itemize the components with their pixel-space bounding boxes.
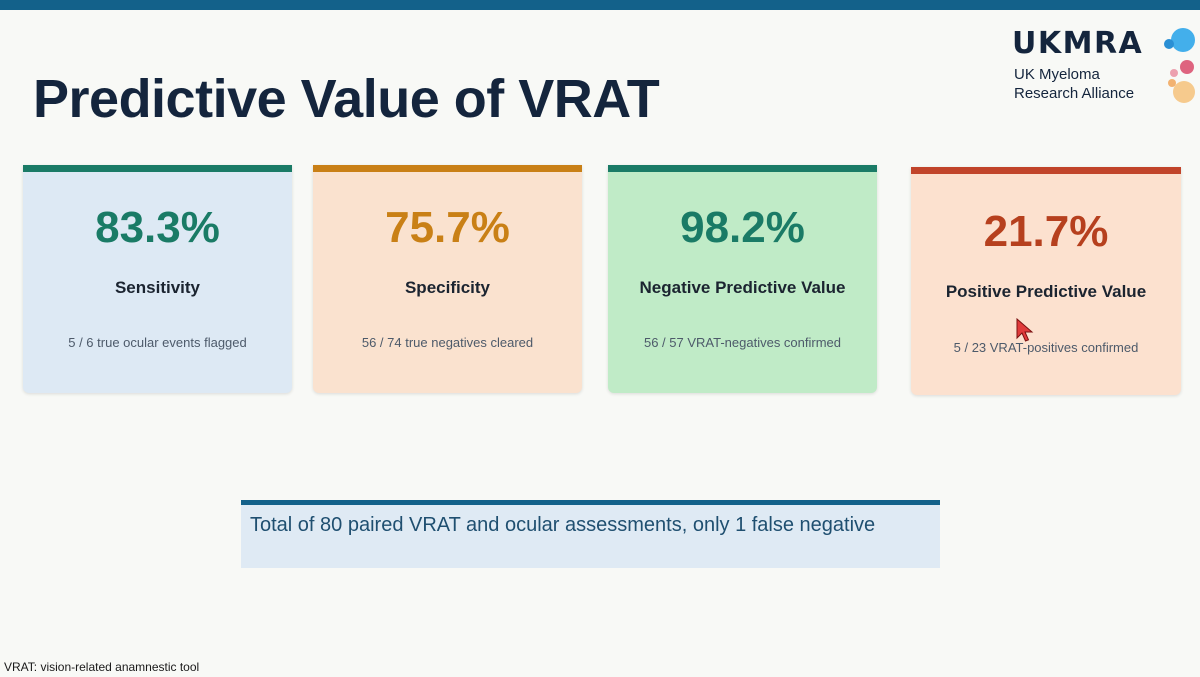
sensitivity-detail: 5 / 6 true ocular events flagged (68, 335, 247, 350)
npv-card: 98.2% Negative Predictive Value 56 / 57 … (608, 165, 877, 393)
card-accent-bar (911, 167, 1181, 174)
card-accent-bar (23, 165, 292, 172)
ppv-card: 21.7% Positive Predictive Value 5 / 23 V… (911, 167, 1181, 395)
specificity-value: 75.7% (385, 203, 510, 252)
ppv-label: Positive Predictive Value (945, 282, 1147, 301)
npv-value: 98.2% (680, 203, 805, 252)
specificity-label: Specificity (404, 278, 491, 297)
logo-line-1: UK Myeloma (1014, 66, 1100, 83)
ukmra-logo: UKMRA UK Myeloma Research Alliance (1010, 26, 1195, 110)
ppv-detail: 5 / 23 VRAT-positives confirmed (953, 340, 1139, 355)
top-accent-bar (0, 0, 1200, 10)
summary-box: Total of 80 paired VRAT and ocular asses… (241, 500, 940, 568)
logo-wordmark: UKMRA (1012, 26, 1144, 61)
summary-text: Total of 80 paired VRAT and ocular asses… (250, 514, 876, 536)
npv-label: Negative Predictive Value (639, 278, 846, 297)
sensitivity-label: Sensitivity (114, 278, 201, 297)
card-accent-bar (313, 165, 582, 172)
npv-detail: 56 / 57 VRAT-negatives confirmed (643, 335, 842, 350)
footnote: VRAT: vision-related anamnestic tool (4, 660, 200, 674)
mouse-cursor-icon (1016, 318, 1034, 342)
sensitivity-card: 83.3% Sensitivity 5 / 6 true ocular even… (23, 165, 292, 393)
card-accent-bar (608, 165, 877, 172)
specificity-detail: 56 / 74 true negatives cleared (361, 335, 534, 350)
logo-dots-icon (1164, 28, 1195, 103)
logo-line-2: Research Alliance (1014, 85, 1135, 102)
ppv-value: 21.7% (983, 207, 1109, 256)
specificity-card: 75.7% Specificity 56 / 74 true negatives… (313, 165, 582, 393)
sensitivity-value: 83.3% (95, 203, 220, 252)
slide-title: Predictive Value of VRAT (33, 69, 660, 129)
